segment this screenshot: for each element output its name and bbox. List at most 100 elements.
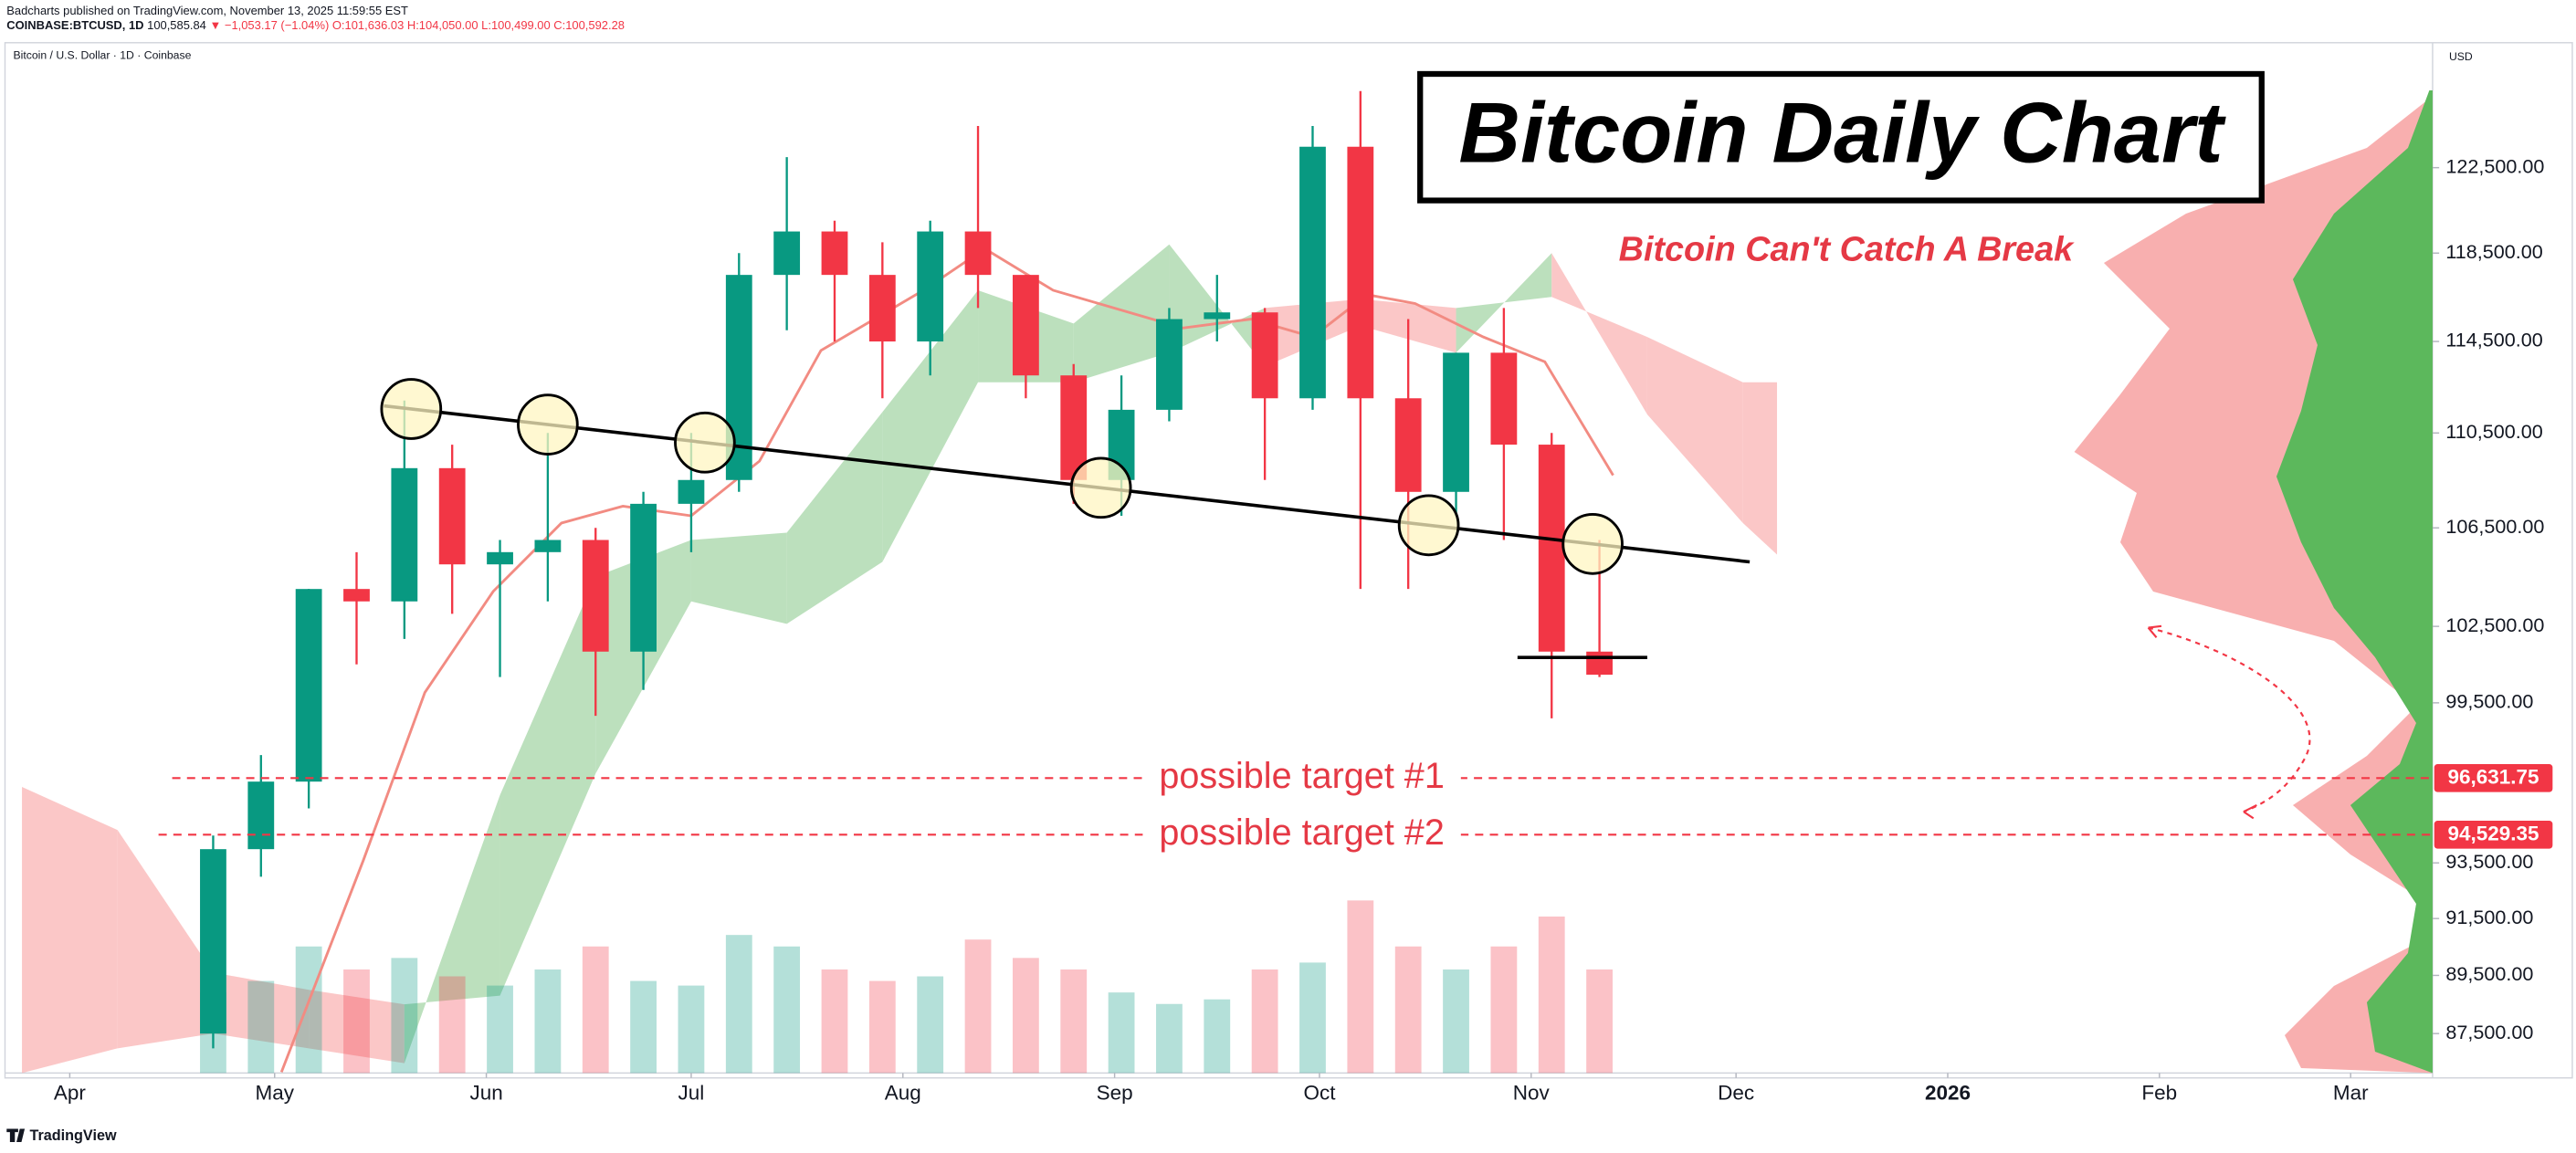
candle-body (964, 231, 992, 276)
cloud-segment (404, 794, 500, 1064)
y-tick-label: 91,500.00 (2445, 906, 2533, 928)
brand: TradingView (29, 1127, 116, 1144)
touch-circle (1561, 513, 1624, 575)
volume-bar (1108, 992, 1135, 1074)
candle-body (1156, 319, 1183, 410)
target-label-bg (1142, 755, 1461, 796)
y-tick-label: 106,500.00 (2445, 515, 2544, 538)
symbol: COINBASE:BTCUSD, 1D (6, 18, 143, 32)
price: 100,585.84 (147, 18, 206, 32)
price-tag-label: 96,631.75 (2448, 765, 2539, 788)
candle-body (343, 589, 370, 602)
cloud-segment (1456, 253, 1552, 353)
candle-body (917, 231, 944, 342)
volume-bar (678, 985, 705, 1074)
volume-bar (534, 969, 562, 1074)
volume-bar (295, 946, 322, 1074)
candle-body (487, 551, 513, 565)
arrow-heads (2147, 624, 2257, 820)
volume-bar (773, 946, 801, 1074)
volume-bar (1156, 1003, 1183, 1074)
candle-body (391, 467, 418, 602)
volume-bar (725, 935, 752, 1074)
x-tick-label: Jun (469, 1082, 502, 1105)
candle-body (1586, 651, 1613, 676)
x-tick-label: Dec (1718, 1082, 1754, 1105)
volume-bar (917, 976, 944, 1074)
candle-body (1443, 352, 1469, 492)
cloud-segment (1742, 382, 1778, 555)
touch-circle (380, 378, 443, 440)
y-tick-label: 99,500.00 (2445, 690, 2533, 713)
target-label-bg (1142, 812, 1461, 853)
y-tick-label: 114,500.00 (2445, 329, 2542, 351)
candle-body (821, 231, 848, 276)
axis-unit: USD (2449, 50, 2473, 63)
y-tick-label: 118,500.00 (2445, 240, 2542, 263)
y-tick-label: 87,500.00 (2445, 1021, 2533, 1043)
candle-body (534, 540, 562, 552)
volume-bar (964, 939, 992, 1074)
touch-circle (517, 393, 579, 456)
cloud-segment (1073, 244, 1170, 383)
volume-layer (200, 900, 1613, 1074)
price-tag (2434, 764, 2553, 792)
candle-body (773, 231, 801, 276)
candle-body (200, 849, 226, 1034)
volume-bar (1586, 969, 1613, 1074)
volume-bar (1012, 958, 1039, 1074)
x-tick-label: May (256, 1082, 295, 1105)
cloud-segment (213, 972, 310, 1049)
candle-body (630, 503, 657, 652)
volume-bar (868, 980, 896, 1074)
volume-bar (391, 958, 418, 1074)
volume-bar (343, 969, 370, 1074)
volume-bar (1347, 900, 1374, 1074)
symbol-line: COINBASE:BTCUSD, 1D 100,585.84 ▼ −1,053.… (6, 18, 625, 32)
volume-bar (1394, 946, 1422, 1074)
cloud-segment (1646, 337, 1743, 523)
frame (4, 42, 2573, 1079)
volume-bar (438, 976, 466, 1074)
cloud-segment (117, 830, 214, 1049)
volume-bar (1060, 969, 1088, 1074)
y-tick-label: 122,500.00 (2445, 154, 2544, 177)
cloud-segment (22, 787, 118, 1074)
x-tick-label: Jul (678, 1082, 705, 1105)
x-tick-label: Oct (1303, 1082, 1336, 1105)
candle-body (1012, 275, 1039, 376)
trendline (384, 404, 1751, 564)
volume-bar (1299, 962, 1326, 1074)
candle-body (582, 540, 609, 652)
candle-body (1394, 398, 1422, 492)
candle-body (1299, 146, 1326, 399)
volume-bar (487, 985, 513, 1074)
candle-body (1060, 375, 1088, 480)
candle-body (1204, 312, 1231, 320)
cloud-segment (882, 289, 979, 562)
cloud-segment (1169, 244, 1266, 367)
candle-body (247, 781, 275, 850)
volume-bar (1490, 946, 1518, 1074)
volume-bar (247, 980, 275, 1074)
candle-body (1347, 146, 1374, 399)
y-tick-label: 102,500.00 (2445, 613, 2544, 636)
candle-body (1251, 312, 1278, 399)
volume-bar (1204, 999, 1231, 1074)
legend-title: Bitcoin / U.S. Dollar · 1D · Coinbase (13, 48, 191, 61)
cloud-layer (22, 244, 1778, 1074)
x-tick-label: 2026 (1925, 1082, 1971, 1105)
volume-bar (582, 946, 609, 1074)
volume-bar (821, 969, 848, 1074)
price-tag-label: 94,529.35 (2448, 822, 2539, 844)
brand-logo (6, 1128, 26, 1142)
candle-body (1490, 352, 1518, 445)
x-tick-label: Sep (1097, 1082, 1133, 1105)
chart-title: Bitcoin Daily Chart (1458, 85, 2226, 181)
cloud-segment (499, 576, 596, 996)
target-label: possible target #1 (1159, 756, 1444, 796)
y-tick-label: 110,500.00 (2445, 420, 2542, 443)
candle-body (438, 467, 466, 565)
